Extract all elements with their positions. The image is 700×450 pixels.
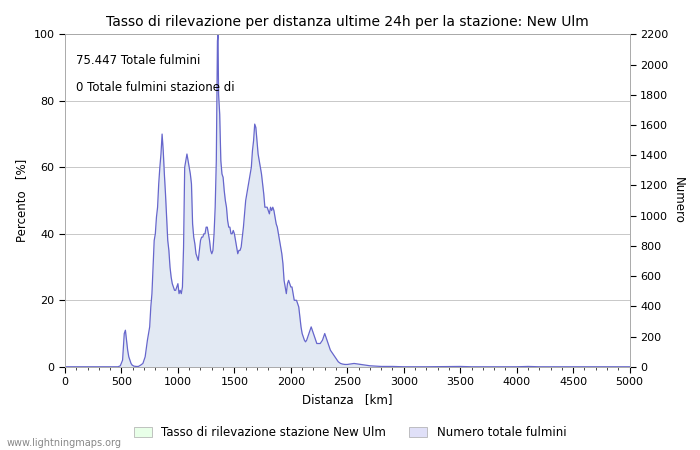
Y-axis label: Numero: Numero <box>672 177 685 224</box>
Text: 0 Totale fulmini stazione di: 0 Totale fulmini stazione di <box>76 81 235 94</box>
Y-axis label: Percento   [%]: Percento [%] <box>15 159 28 242</box>
X-axis label: Distanza   [km]: Distanza [km] <box>302 393 393 406</box>
Text: 75.447 Totale fulmini: 75.447 Totale fulmini <box>76 54 201 68</box>
Title: Tasso di rilevazione per distanza ultime 24h per la stazione: New Ulm: Tasso di rilevazione per distanza ultime… <box>106 15 589 29</box>
Text: www.lightningmaps.org: www.lightningmaps.org <box>7 438 122 448</box>
Legend: Tasso di rilevazione stazione New Ulm, Numero totale fulmini: Tasso di rilevazione stazione New Ulm, N… <box>129 422 571 444</box>
